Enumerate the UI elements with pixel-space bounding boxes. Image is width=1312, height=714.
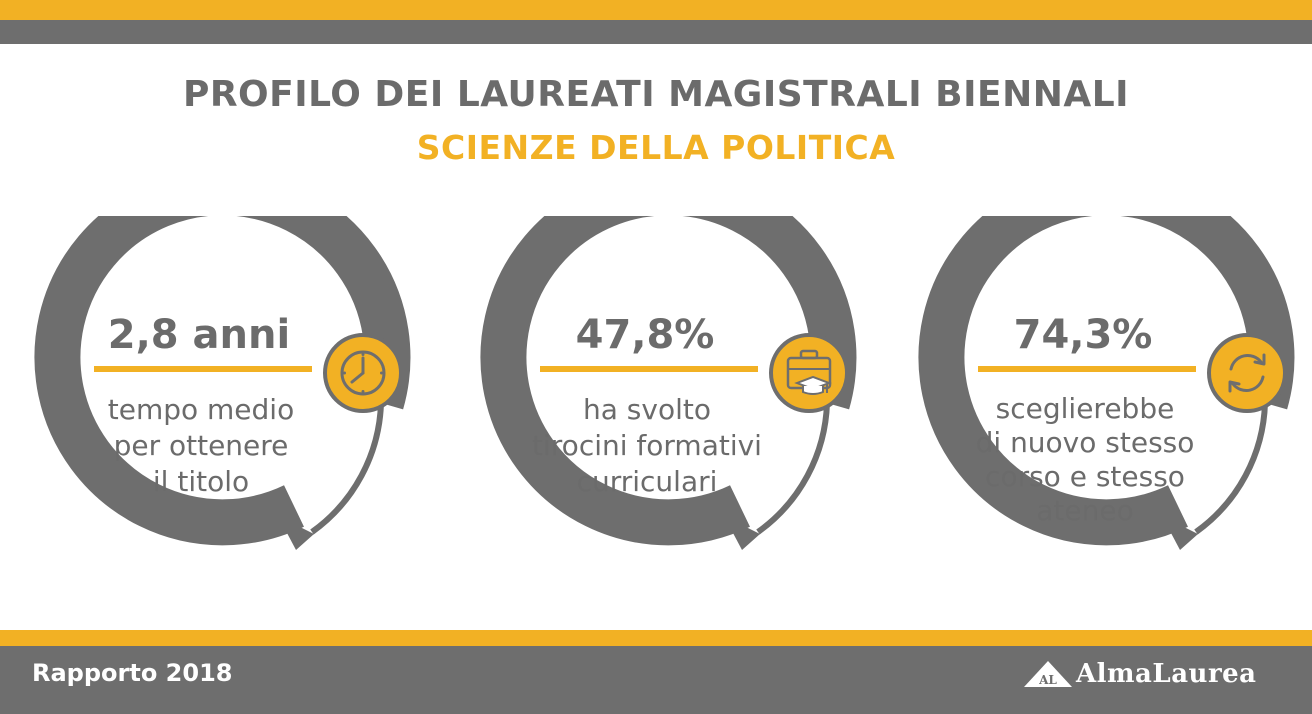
logo-text: AlmaLaurea xyxy=(1076,659,1257,689)
stat-card-satisfaction: 74,3% sceglierebbe di nuovo stesso corso… xyxy=(900,216,1312,576)
clock-icon xyxy=(340,350,386,396)
refresh-badge xyxy=(1207,333,1287,413)
top-grey-band xyxy=(0,20,1312,44)
ring-graphic xyxy=(480,216,857,550)
stat-card-internship: 47,8% ha svolto tirocini formativi curri… xyxy=(462,216,874,576)
ring-graphic xyxy=(34,216,411,550)
logo-mark-text: AL xyxy=(1038,673,1057,687)
report-label: Rapporto 2018 xyxy=(32,659,233,687)
ring-graphic xyxy=(918,216,1295,550)
briefcase-badge xyxy=(769,333,849,413)
stat-description: sceglierebbe di nuovo stesso corso e ste… xyxy=(975,392,1195,527)
page-subtitle: SCIENZE DELLA POLITICA xyxy=(416,128,896,167)
footer-bar xyxy=(0,646,1312,714)
stat-value: 47,8% xyxy=(575,312,715,358)
top-accent-band xyxy=(0,0,1312,20)
page-title: PROFILO DEI LAUREATI MAGISTRALI BIENNALI xyxy=(182,74,1130,115)
almalaurea-logo: AL AlmaLaurea xyxy=(1022,655,1284,693)
stat-value: 2,8 anni xyxy=(107,312,291,358)
briefcase-graduation-icon xyxy=(786,349,832,395)
refresh-icon xyxy=(1228,353,1266,393)
bottom-accent-band xyxy=(0,630,1312,646)
clock-badge xyxy=(323,333,403,413)
stat-card-time: 2,8 anni tempo medio per ottenere il tit… xyxy=(16,216,428,576)
stat-description: tempo medio per ottenere il titolo xyxy=(107,393,295,498)
stat-description: ha svolto tirocini formativi curriculari xyxy=(532,393,762,498)
stat-value: 74,3% xyxy=(1013,312,1153,358)
logo-mark-icon: AL xyxy=(1024,661,1072,687)
value-underline xyxy=(94,366,312,372)
value-underline xyxy=(540,366,758,372)
value-underline xyxy=(978,366,1196,372)
